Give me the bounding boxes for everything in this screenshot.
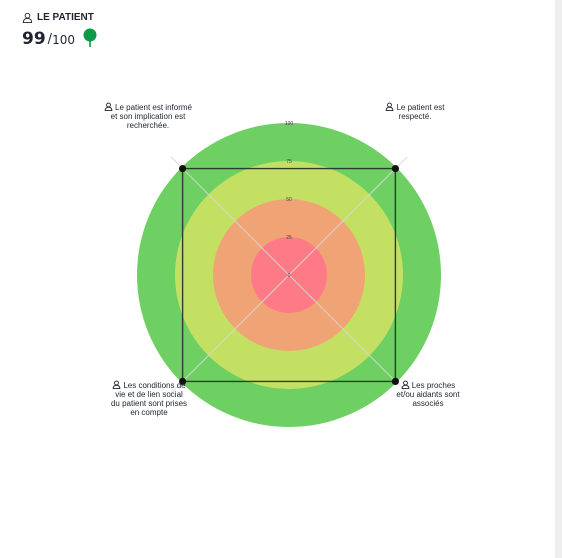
- score-value: 99: [22, 29, 46, 49]
- section-title-text: LE PATIENT: [37, 12, 94, 23]
- category-label-text: Les proches et/ou aidants sont associés: [396, 381, 460, 408]
- section-title: LE PATIENT: [22, 12, 97, 23]
- category-label-text: Les conditions de vie et de lien social …: [110, 381, 188, 417]
- score-max: 100: [52, 33, 75, 47]
- radar-tick-label: 25: [286, 235, 292, 241]
- radar-axis-line: [170, 156, 290, 276]
- person-icon: [104, 102, 113, 111]
- radar-data-point: [391, 164, 400, 173]
- category-label-informed: Le patient est informé et son implicatio…: [103, 102, 193, 130]
- person-icon: [401, 380, 410, 389]
- score: 99 / 100: [22, 28, 97, 48]
- radar-data-point: [178, 164, 187, 173]
- page-right-edge: [555, 0, 562, 558]
- category-label-respected: Le patient est respecté.: [385, 102, 445, 121]
- radar-axis-line: [288, 156, 408, 276]
- radar-data-point: [391, 377, 400, 386]
- radar-tick-label: 0: [288, 273, 291, 279]
- person-icon: [386, 102, 394, 111]
- radar-data-point: [178, 377, 187, 386]
- category-label-relatives: Les proches et/ou aidants sont associés: [392, 380, 464, 408]
- score-separator: /: [47, 32, 53, 47]
- radar-tick-label: 100: [285, 121, 294, 127]
- category-label-text: Le patient est respecté.: [396, 103, 445, 121]
- radar-tick-label: 50: [286, 197, 292, 203]
- pin-icon: [83, 28, 97, 47]
- person-icon: [113, 380, 121, 389]
- person-icon: [22, 12, 33, 23]
- radar-tick-label: 75: [286, 159, 292, 165]
- radar-axis-line: [170, 274, 290, 394]
- category-label-living-conditions: Les conditions de vie et de lien social …: [110, 380, 188, 417]
- section-header: LE PATIENT 99 / 100: [22, 12, 97, 48]
- category-label-text: Le patient est informé et son implicatio…: [110, 103, 192, 130]
- radar-axis-line: [288, 274, 408, 394]
